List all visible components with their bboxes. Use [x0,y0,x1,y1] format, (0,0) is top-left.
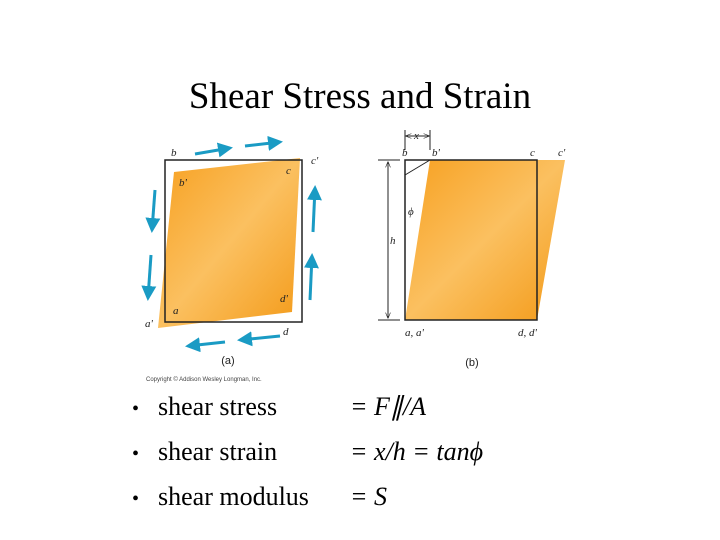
copyright: Copyright © Addison Wesley Longman, Inc. [146,376,262,383]
figure-b: x b b' c c' ϕ h a, a' d, d' (b) [378,130,566,369]
label-c: c [286,165,291,177]
deformed-block [158,158,300,328]
figure-a: b c' c b' a d' a' d (a) Copyright © Addi… [141,135,322,383]
label-phi: ϕ [408,206,414,218]
label-c: c [530,147,535,159]
label-d: d [283,326,289,338]
label-h: h [390,235,396,247]
label-b-prime: b' [432,147,441,159]
bullet-marker: • [132,398,139,420]
title: Shear Stress and Strain [189,76,531,117]
label-c-prime: c' [558,147,566,159]
bullet-formula: = x/h = tanϕ [350,437,483,466]
bullet-list: • shear stress = F∥/A • shear strain = x/h = … [132,392,483,511]
label-d: d, d' [518,327,538,339]
caption-a: (a) [221,355,234,367]
deformed-block [405,160,565,320]
bullet-marker: • [132,488,139,510]
bullet-term: shear modulus [158,482,309,511]
force-arrows [141,135,322,353]
label-a-prime: a' [145,318,154,330]
bullet-formula: = S [350,482,387,511]
angle-line [404,159,431,176]
label-c-prime: c' [311,155,319,167]
label-a: a, a' [405,327,425,339]
bullet-term: shear strain [158,437,277,466]
original-outline [404,159,538,321]
original-outline [164,159,303,323]
label-b-prime: b' [179,177,188,189]
bullet-term: shear stress [158,392,277,421]
caption-b: (b) [465,357,478,369]
label-b: b [402,147,408,159]
bullet-formula: = F∥/A [350,392,426,421]
label-x: x [413,130,419,142]
label-b: b [171,147,177,159]
bullet-marker: • [132,443,139,465]
label-a: a [173,305,179,317]
label-d-prime: d' [280,293,289,305]
